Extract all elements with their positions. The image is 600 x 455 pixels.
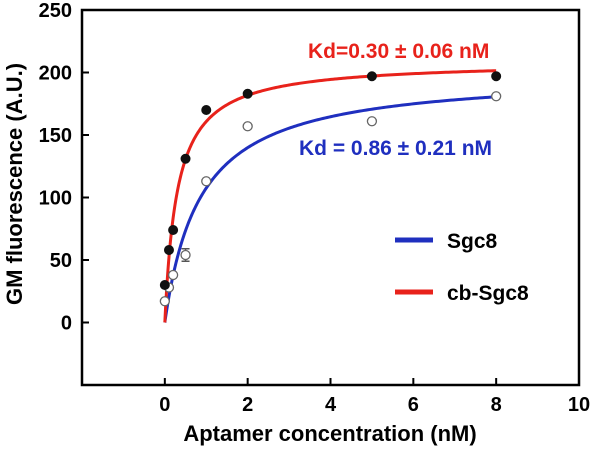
data-point-cb-sgc8 bbox=[163, 245, 174, 255]
y-tick-label: 150 bbox=[39, 125, 72, 147]
data-point-cb-sgc8 bbox=[180, 153, 191, 164]
x-tick-label: 6 bbox=[408, 394, 419, 416]
data-point-sgc8 bbox=[167, 269, 179, 281]
y-tick-label: 50 bbox=[50, 250, 72, 272]
plot-frame bbox=[80, 8, 581, 387]
annotation-sgc8: Kd = 0.86 ± 0.21 nM bbox=[299, 137, 492, 160]
legend-label-cb-sgc8: cb-Sgc8 bbox=[447, 282, 529, 305]
data-point-sgc8 bbox=[201, 176, 212, 187]
data-point-cb-sgc8 bbox=[491, 71, 502, 82]
annotation-cb-sgc8: Kd=0.30 ± 0.06 nM bbox=[308, 40, 489, 63]
data-points bbox=[159, 71, 502, 307]
y-tick-label: 200 bbox=[39, 63, 72, 85]
x-axis-label: Aptamer concentration (nM) bbox=[183, 421, 476, 446]
x-tick-label: 2 bbox=[242, 394, 253, 416]
x-tick-label: 0 bbox=[159, 394, 170, 416]
data-point-sgc8 bbox=[366, 116, 378, 127]
data-point-cb-sgc8 bbox=[366, 71, 377, 82]
data-point-cb-sgc8 bbox=[201, 105, 212, 115]
legend: Sgc8 cb-Sgc8 bbox=[395, 230, 529, 305]
data-point-sgc8 bbox=[242, 121, 253, 132]
y-tick-label: 0 bbox=[61, 313, 72, 335]
data-point-sgc8 bbox=[491, 91, 502, 102]
x-tick-label: 10 bbox=[568, 394, 590, 416]
data-point-sgc8 bbox=[180, 249, 191, 261]
x-tick-label: 4 bbox=[325, 394, 337, 416]
data-point-sgc8 bbox=[159, 296, 170, 307]
legend-label-sgc8: Sgc8 bbox=[447, 230, 498, 253]
y-tick-label: 250 bbox=[39, 0, 72, 22]
data-point-cb-sgc8 bbox=[168, 225, 179, 235]
data-point-cb-sgc8 bbox=[159, 280, 170, 290]
x-tick-label: 8 bbox=[491, 394, 502, 416]
y-tick-label: 100 bbox=[39, 188, 72, 210]
data-point-cb-sgc8 bbox=[242, 88, 253, 99]
y-axis-label: GM fluorescence (A.U.) bbox=[2, 63, 27, 305]
